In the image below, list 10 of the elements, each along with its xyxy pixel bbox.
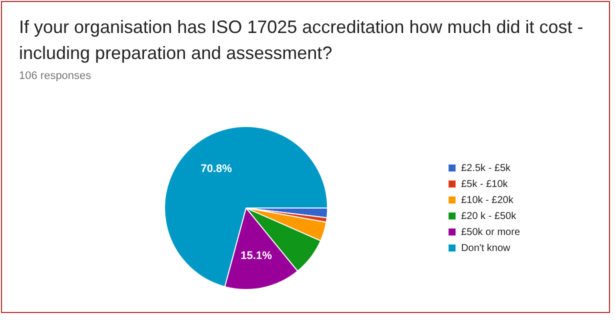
chart-title: If your organisation has ISO 17025 accreditation how much did it cost - including preparation and assessment? [19, 16, 584, 65]
data-label: 15.1% [240, 250, 272, 262]
legend-label: £50k or more [461, 226, 520, 238]
legend-label: Don't know [461, 242, 512, 254]
legend-label: £2.5k - £5k [461, 162, 512, 174]
text: 106 responses [19, 70, 92, 82]
legend-label: £20 k - £50k [461, 210, 518, 222]
legend-label: £10k - £20k [461, 194, 514, 206]
legend-label: £5k - £10k [461, 178, 509, 190]
data-label: 70.8% [200, 163, 232, 176]
